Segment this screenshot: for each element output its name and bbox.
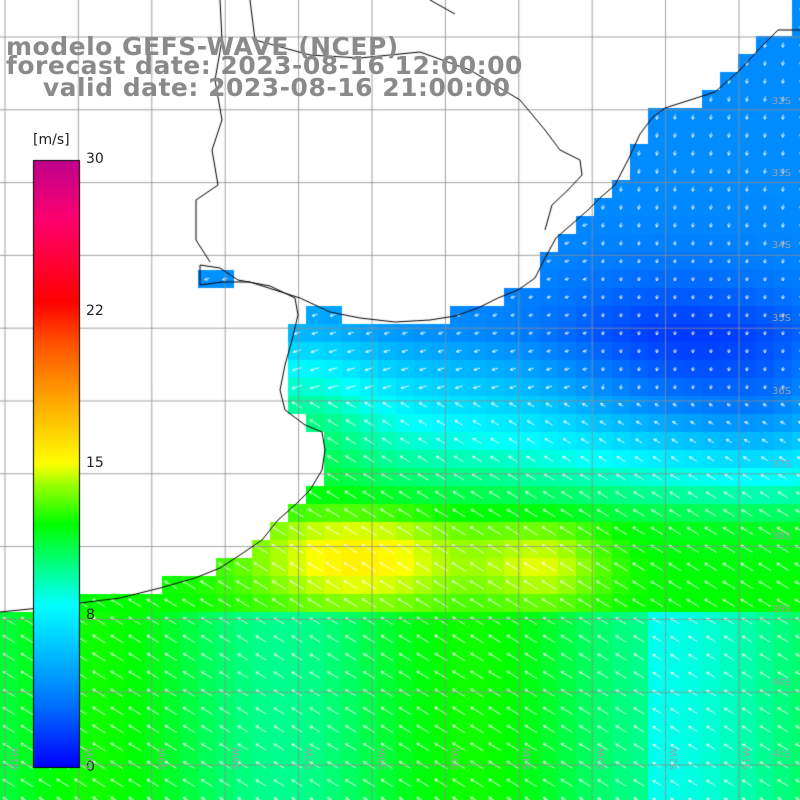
lat-label: 38S [772, 531, 792, 542]
colorbar-unit: [m/s] [33, 132, 70, 148]
lon-label: 54W [522, 747, 533, 770]
title-valid-date: valid date: 2023-08-16 21:00:00 [6, 73, 511, 102]
colorbar-tick-30: 30 [86, 151, 104, 167]
lat-label: 33S [772, 168, 792, 179]
lon-label: 56W [377, 747, 388, 770]
lon-label: 55W [450, 747, 461, 770]
colorbar-tick-15: 15 [86, 455, 104, 471]
lon-label: 58W [231, 747, 242, 770]
lon-label: 52W [669, 747, 680, 770]
lon-label: 59W [157, 747, 168, 770]
title-forecast-date: forecast date: 2023-08-16 12:00:00 [6, 51, 523, 80]
lon-label: 61W [10, 747, 21, 770]
lon-label: 57W [304, 747, 315, 770]
lon-label: 51W [742, 747, 753, 770]
colorbar-tick-8: 8 [86, 607, 95, 623]
lat-label: 39S [772, 604, 792, 615]
lat-label: 32S [772, 96, 792, 107]
lon-label: 53W [596, 747, 607, 770]
colorbar-tick-22: 22 [86, 303, 104, 319]
lat-label: 41S [772, 749, 792, 760]
lat-label: 37S [772, 459, 792, 470]
lat-label: 40S [772, 677, 792, 688]
lat-label: 34S [772, 240, 792, 251]
lat-label: 36S [772, 386, 792, 397]
title-model: modelo GEFS-WAVE (NCEP) [6, 32, 399, 61]
lat-label: 35S [772, 313, 792, 324]
lon-label: 60W [84, 747, 95, 770]
colorbar-tick-0: 0 [86, 759, 95, 775]
